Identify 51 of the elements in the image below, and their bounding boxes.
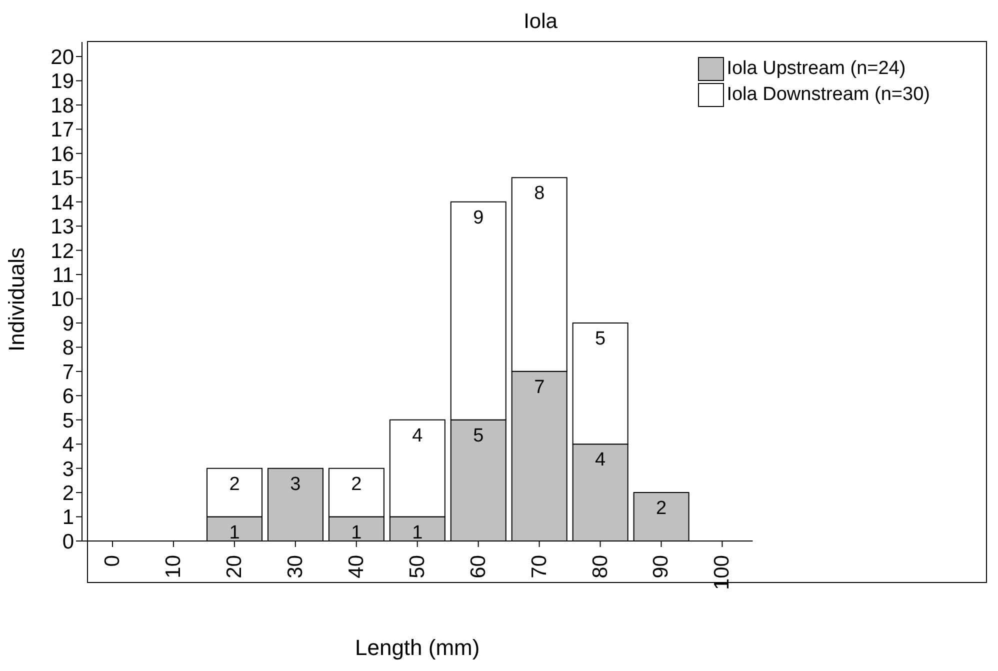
- data-label: 5: [595, 328, 606, 350]
- y-tick-label: 7: [62, 360, 74, 384]
- data-label: 1: [412, 522, 423, 544]
- x-tick-label: 20: [222, 555, 246, 578]
- y-tick-label: 13: [50, 216, 74, 239]
- data-label: 3: [290, 474, 301, 495]
- x-tick-label: 10: [162, 555, 185, 578]
- y-tick-label: 3: [62, 458, 74, 481]
- y-tick-label: 14: [50, 191, 74, 214]
- y-tick-label: 16: [50, 142, 74, 166]
- data-label: 2: [229, 474, 240, 495]
- y-tick-label: 4: [62, 434, 74, 457]
- y-tick-label: 10: [50, 288, 74, 312]
- legend-label: Iola Downstream (n=30): [726, 83, 930, 107]
- y-tick-label: 15: [50, 167, 74, 190]
- x-tick-label: 60: [466, 555, 490, 578]
- data-label: 1: [229, 522, 240, 544]
- y-tick-label: 11: [52, 264, 74, 287]
- y-tick-label: 0: [62, 530, 74, 554]
- data-label: 2: [351, 474, 362, 495]
- data-label: 8: [534, 183, 545, 204]
- legend-label: Iola Upstream (n=24): [726, 57, 906, 81]
- x-tick-label: 30: [284, 555, 307, 578]
- data-label: 4: [412, 425, 424, 446]
- y-tick-label: 6: [62, 385, 74, 408]
- y-tick-label: 17: [50, 118, 74, 142]
- data-label: 7: [534, 376, 545, 398]
- y-tick-label: 2: [62, 482, 74, 506]
- data-label: 1: [351, 522, 362, 544]
- x-tick-label: 0: [100, 555, 124, 567]
- y-tick-label: 5: [62, 409, 74, 432]
- y-tick-label: 18: [50, 94, 74, 118]
- data-label: 5: [473, 425, 484, 446]
- x-tick-label: 100: [710, 555, 734, 590]
- data-label: 9: [473, 207, 484, 228]
- chart-title: Iola: [522, 10, 558, 34]
- data-label: 4: [595, 450, 606, 471]
- x-tick-label: 90: [650, 555, 673, 578]
- data-label: 2: [656, 498, 667, 520]
- y-tick-label: 8: [62, 336, 74, 360]
- x-tick-label: 80: [588, 555, 612, 578]
- y-tick-label: 20: [50, 46, 74, 69]
- x-tick-label: 70: [528, 555, 551, 578]
- x-tick-label: 50: [406, 555, 429, 578]
- y-axis-title: Individuals: [4, 248, 29, 352]
- x-axis-title: Length (mm): [354, 635, 480, 660]
- y-tick-label: 1: [62, 506, 74, 530]
- y-tick-label: 12: [50, 240, 74, 263]
- y-tick-label: 9: [62, 312, 74, 336]
- y-tick-label: 19: [50, 70, 74, 94]
- x-tick-label: 40: [344, 555, 368, 578]
